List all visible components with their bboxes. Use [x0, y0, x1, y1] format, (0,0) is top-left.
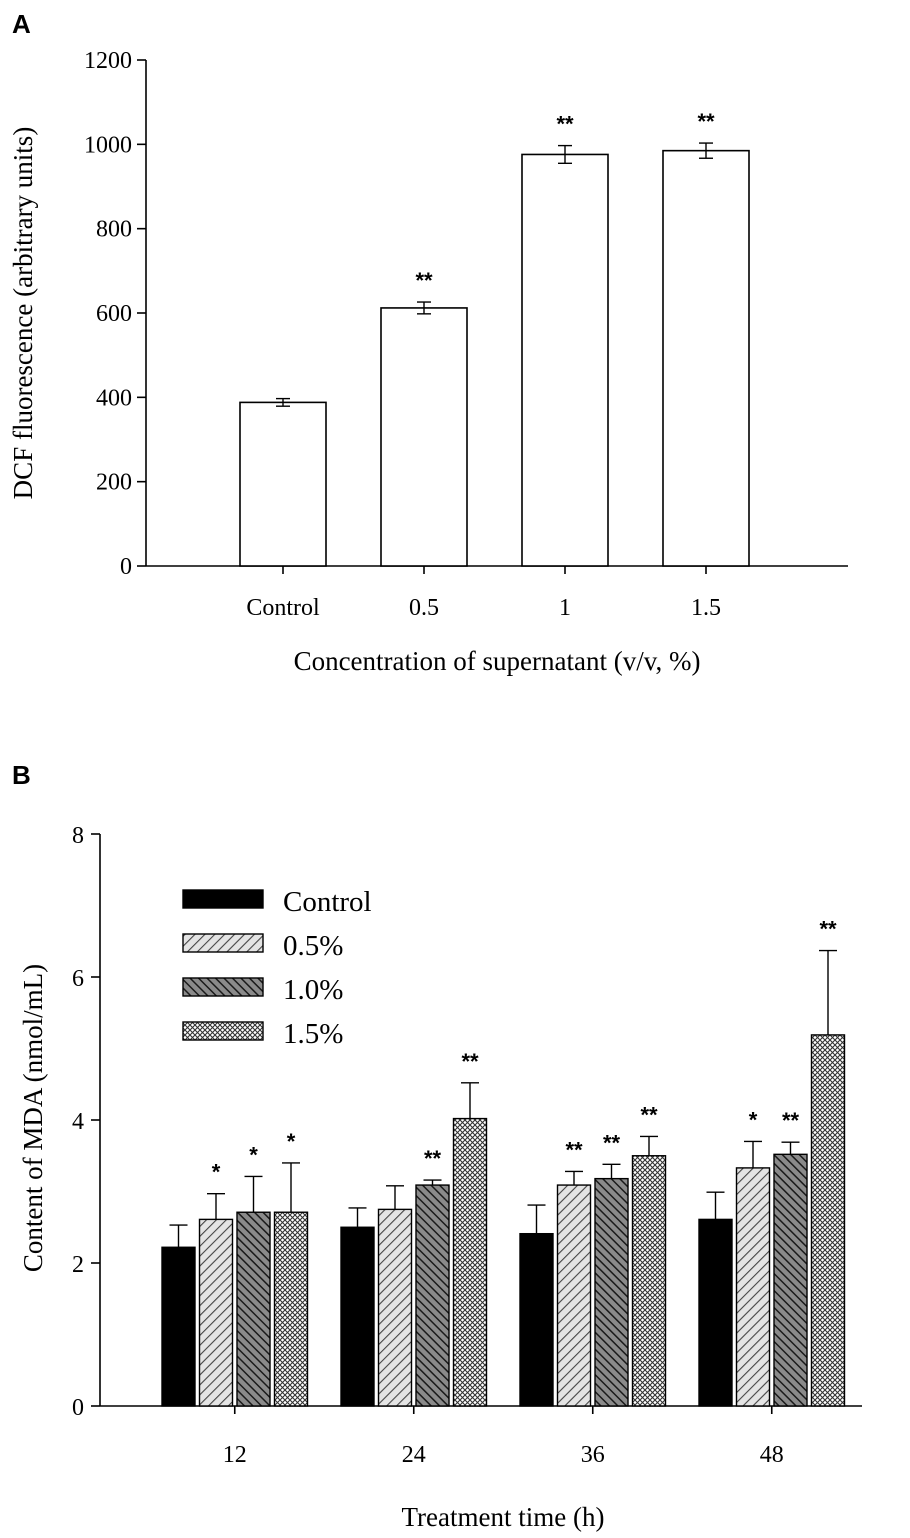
panel-b-y-tick-label: 8: [72, 823, 84, 849]
panel-b-bar: [810, 1034, 846, 1407]
panel-b-significance-label: **: [819, 917, 837, 942]
panel-b-bar: [161, 1246, 196, 1407]
panel-b-significance-label: **: [565, 1137, 583, 1162]
panel-b-bar: [340, 1226, 375, 1407]
panel-b-significance-label: *: [212, 1160, 221, 1185]
panel-b-significance-label: **: [782, 1108, 800, 1133]
panel-a-significance-label: **: [697, 109, 715, 134]
panel-a-letter: A: [12, 9, 31, 39]
panel-b-legend: Control 0.5% 1.0% 1.5%: [182, 886, 372, 1050]
panel-a-y-axis-title: DCF fluorescence (arbitrary units): [8, 127, 38, 500]
panel-b-bar: [594, 1177, 629, 1407]
panel-b-significance-label: *: [249, 1142, 258, 1167]
panel-a-y-tick-label: 0: [120, 554, 132, 580]
panel-b-x-tick-label: 12: [223, 1442, 247, 1468]
panel-a-y-tick-label: 1000: [84, 132, 132, 158]
panel-a-bar: [521, 153, 609, 567]
panel-b-bar: [415, 1184, 450, 1407]
panel-a-x-tick-label: 1: [559, 595, 571, 621]
panel-b-bar: [377, 1208, 413, 1407]
panel-b-bar: [631, 1155, 667, 1407]
panel-a-bar: [662, 149, 750, 567]
panel-b-x-axis-title: Treatment time (h): [402, 1502, 605, 1532]
panel-a-y-tick-label: 400: [96, 385, 132, 411]
panel-b-bar: [698, 1218, 733, 1407]
panel-b-bar: [273, 1211, 309, 1407]
panel-b-x-tick-label: 48: [760, 1442, 784, 1468]
panel-a-x-tick-label: 1.5: [691, 595, 721, 621]
panel-b-significance-label: *: [287, 1129, 296, 1154]
panel-b-significance-label: *: [749, 1107, 758, 1132]
panel-b-bar: [198, 1218, 234, 1407]
panel-b-bar: [773, 1153, 808, 1407]
panel-b-y-tick-label: 0: [72, 1395, 84, 1421]
panel-a-y-tick-label: 200: [96, 470, 132, 496]
panel-b-legend-swatch: [182, 889, 264, 909]
panel-b-bar: [452, 1117, 488, 1407]
panel-b-significance-label: **: [603, 1130, 621, 1155]
panel-b-y-axis-title: Content of MDA (nmol/mL): [18, 964, 48, 1272]
panel-a-x-tick-label: 0.5: [409, 595, 439, 621]
panel-b-y-tick-label: 2: [72, 1252, 84, 1278]
panel-b-legend-label: Control: [283, 886, 372, 918]
panel-a-chart: 0 200 400 600 800 1000 1200 ** ** ** Control 0.5 1…: [8, 48, 848, 676]
panel-b-bar: [556, 1184, 592, 1407]
panel-a-significance-label: **: [556, 112, 574, 137]
panel-a-bar: [380, 307, 468, 567]
panel-b-y-tick-label: 6: [72, 966, 84, 992]
panel-b-bar: [519, 1232, 554, 1407]
panel-a-x-axis-title: Concentration of supernatant (v/v, %): [294, 646, 701, 676]
panel-b-legend-label: 0.5%: [283, 930, 343, 962]
panel-b-legend-swatch: [182, 933, 264, 953]
panel-a-significance-label: **: [415, 268, 433, 293]
panel-b-bar: [735, 1167, 771, 1407]
panel-b-significance-label: **: [461, 1049, 479, 1074]
panel-b-y-tick-label: 4: [72, 1109, 84, 1135]
panel-b-significance-label: **: [640, 1102, 658, 1127]
panel-b-x-tick-label: 24: [402, 1442, 426, 1468]
panel-a-y-tick-label: 800: [96, 217, 132, 243]
panel-b-legend-label: 1.5%: [283, 1018, 343, 1050]
panel-b-legend-swatch: [182, 977, 264, 997]
panel-a-y-tick-label: 1200: [84, 48, 132, 74]
panel-a-bar: [239, 401, 327, 567]
panel-b-letter: B: [12, 760, 31, 790]
panel-a-y-tick-label: 600: [96, 301, 132, 327]
panel-b-bar: [236, 1211, 271, 1407]
panel-b-legend-swatch: [182, 1021, 264, 1041]
panel-a-x-tick-label: Control: [246, 595, 320, 621]
panel-b-x-tick-label: 36: [581, 1442, 605, 1468]
panel-b-legend-label: 1.0%: [283, 974, 343, 1006]
panel-b-significance-label: **: [424, 1146, 442, 1171]
